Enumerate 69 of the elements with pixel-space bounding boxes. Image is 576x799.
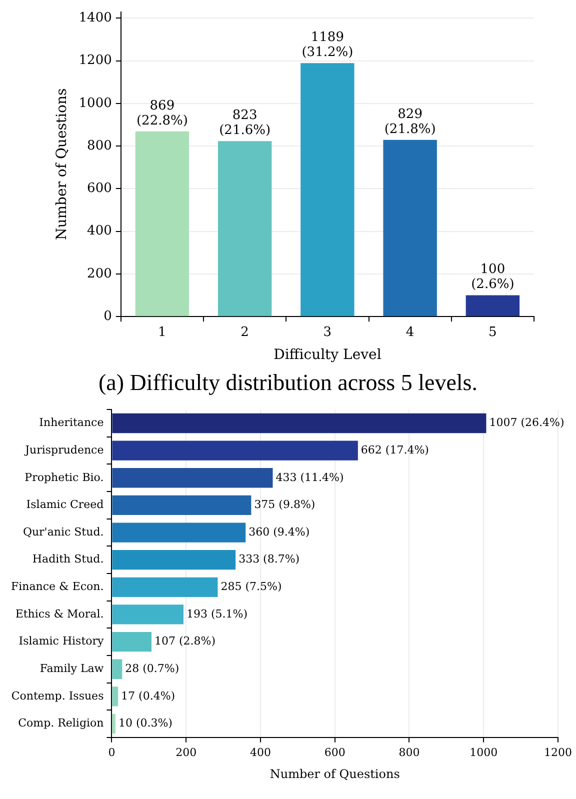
bar	[112, 604, 184, 624]
bar	[218, 141, 272, 316]
data-label: 10 (0.3%)	[118, 716, 172, 730]
data-label: 333 (8.7%)	[238, 552, 300, 566]
bar	[112, 468, 273, 488]
x-axis-title: Number of Questions	[270, 766, 400, 781]
x-tick-label: 800	[398, 746, 420, 759]
data-label: 28 (0.7%)	[125, 662, 180, 675]
y-tick-label: 200	[87, 266, 112, 282]
data-label: 823 (21.6%)	[219, 108, 271, 138]
data-label: 100 (2.6%)	[471, 262, 514, 292]
y-axis-title: Number of Questions	[54, 88, 70, 240]
y-tick-label: Inheritance	[39, 416, 104, 430]
data-label: 869 (22.8%)	[136, 98, 188, 128]
bar	[112, 577, 218, 597]
data-label: 433 (11.4%)	[276, 470, 344, 484]
y-tick-label: Islamic History	[18, 634, 105, 648]
data-label: 193 (5.1%)	[186, 607, 248, 620]
y-tick-label: Comp. Religion	[18, 716, 104, 730]
bar	[112, 413, 486, 434]
bar	[112, 632, 152, 652]
data-label: 662 (17.4%)	[360, 443, 429, 456]
data-label: 375 (9.8%)	[254, 498, 316, 512]
text: (a) Difficulty distribution across 5 levels.	[98, 370, 478, 396]
bar	[112, 522, 246, 542]
y-tick-label: Islamic Creed	[26, 498, 104, 512]
y-tick-label: Ethics & Moral.	[15, 607, 104, 620]
y-tick-label: 1200	[78, 53, 112, 68]
data-label: 17 (0.4%)	[121, 689, 176, 702]
x-tick-label: 1000	[470, 746, 498, 759]
data-label: 1189 (31.2%)	[302, 30, 354, 60]
data-label: 285 (7.5%)	[220, 580, 282, 594]
bar	[112, 659, 122, 679]
x-axis-title: Difficulty Level	[274, 347, 382, 364]
y-tick-label: Qur'anic Stud.	[22, 525, 104, 538]
y-tick-label: 400	[87, 224, 112, 239]
bar	[112, 714, 116, 734]
bar	[112, 440, 358, 460]
bar	[466, 295, 520, 316]
data-label: 829 (21.8%)	[384, 106, 436, 137]
y-tick-label: Hadith Stud.	[32, 552, 104, 566]
y-tick-label: 1400	[78, 10, 112, 26]
x-tick-label: 600	[324, 746, 346, 759]
bar	[112, 686, 118, 706]
y-tick-label: 1000	[78, 96, 112, 111]
bar	[383, 140, 437, 316]
y-tick-label: Family Law	[40, 662, 104, 675]
y-tick-label: 600	[87, 181, 112, 196]
bar	[300, 63, 354, 316]
y-tick-label: Finance & Econ.	[10, 580, 104, 594]
data-label: 1007 (26.4%)	[489, 416, 564, 430]
y-tick-label: 0	[104, 308, 112, 324]
bar	[112, 495, 252, 516]
y-tick-label: Contemp. Issues	[11, 689, 104, 702]
bar	[135, 131, 190, 316]
y-tick-label: Prophetic Bio.	[24, 470, 104, 484]
x-tick-label: 200	[176, 746, 197, 759]
y-tick-label: Jurisprudence	[24, 443, 104, 456]
x-tick-label: 4	[406, 324, 414, 340]
x-tick-label: 2	[240, 324, 249, 340]
x-tick-label: 5	[488, 324, 497, 340]
x-tick-label: 400	[250, 746, 271, 759]
y-tick-label: 800	[87, 138, 112, 154]
bar	[112, 550, 236, 570]
data-label: 107 (2.8%)	[154, 634, 216, 648]
x-tick-label: 1200	[544, 746, 572, 759]
data-label: 360 (9.4%)	[248, 525, 310, 538]
x-tick-label: 3	[323, 324, 332, 340]
x-tick-label: 1	[158, 324, 166, 340]
